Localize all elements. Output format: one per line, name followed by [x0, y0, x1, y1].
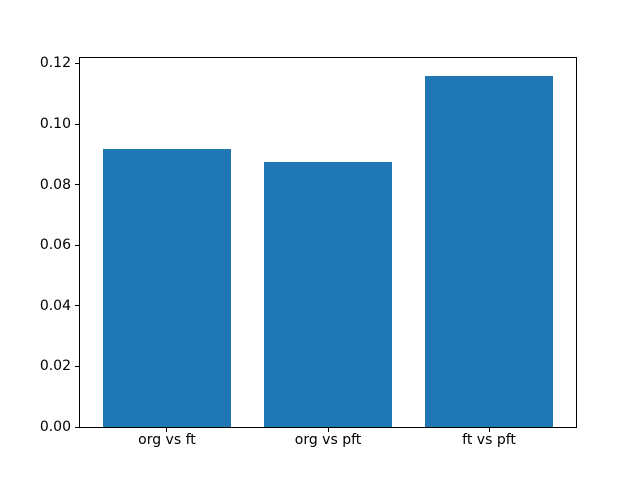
bar-org-vs-pft: [263, 162, 393, 427]
plot-area: [79, 57, 577, 428]
x-tick-mark: [488, 428, 490, 432]
y-tick-label: 0.00: [39, 419, 71, 435]
y-tick-label: 0.06: [39, 237, 71, 254]
x-tick-mark: [166, 428, 168, 432]
y-tick-mark: [75, 365, 79, 367]
y-tick-mark: [75, 305, 79, 307]
bars-layer: [80, 58, 576, 427]
y-tick-label: 0.04: [39, 297, 71, 314]
x-tick-label: ft vs pft: [462, 432, 516, 448]
y-tick-mark: [75, 426, 79, 428]
y-tick-mark: [75, 184, 79, 186]
x-tick-label: org vs pft: [294, 432, 362, 448]
y-tick-label: 0.12: [39, 55, 71, 72]
y-tick-mark: [75, 244, 79, 246]
y-tick-mark: [75, 62, 79, 64]
x-tick-label: org vs ft: [138, 432, 196, 448]
y-tick-mark: [75, 123, 79, 125]
bar-org-vs-ft: [102, 149, 232, 427]
y-tick-label: 0.10: [39, 116, 71, 133]
x-tick-mark: [327, 428, 329, 432]
bar-ft-vs-pft: [424, 75, 554, 427]
y-tick-label: 0.02: [39, 358, 71, 375]
y-tick-label: 0.08: [39, 176, 71, 193]
